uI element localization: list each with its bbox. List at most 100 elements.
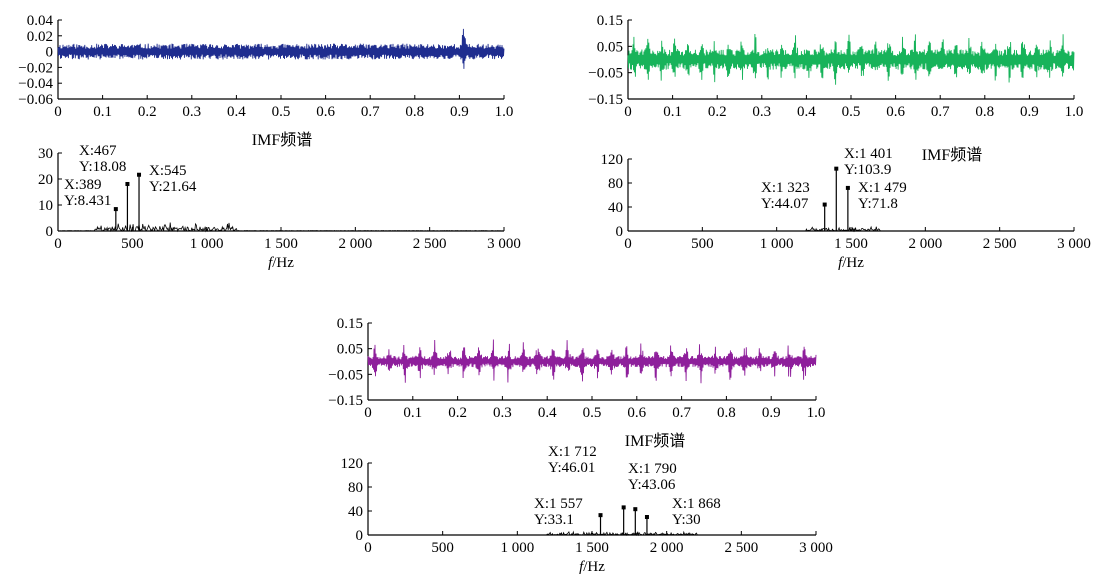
x-tick-label: 3 000	[1057, 236, 1091, 252]
y-tick-label: −0.15	[588, 92, 623, 108]
x-axis-label: f/Hz	[268, 255, 294, 271]
y-tick-label: 0	[46, 45, 54, 61]
y-tick-label: 40	[348, 504, 363, 520]
y-tick-label: −0.05	[588, 66, 623, 82]
x-tick-label: 0.2	[708, 104, 727, 120]
x-tick-label: 0.6	[316, 104, 335, 120]
x-tick-label: 0.9	[450, 104, 469, 120]
x-tick-label: 0	[624, 104, 632, 120]
y-tick-label: 0.05	[597, 39, 623, 55]
peak-marker	[834, 166, 839, 171]
peak-label-y: Y:43.06	[628, 477, 676, 493]
x-tick-label: 0	[364, 405, 372, 421]
peak-marker	[822, 202, 827, 207]
peak-label-y: Y:33.1	[534, 512, 574, 528]
x-tick-label: 0.7	[931, 104, 950, 120]
spectrum-title: IMF频谱	[252, 131, 312, 149]
y-tick-label: 120	[601, 152, 624, 168]
x-tick-label: 1 500	[264, 236, 298, 252]
y-tick-label: −0.06	[18, 92, 53, 108]
spectrum-title: IMF频谱	[625, 432, 685, 450]
x-tick-label: 0.1	[403, 405, 422, 421]
peak-marker	[621, 505, 626, 510]
peak-label-y: Y:103.9	[844, 162, 891, 178]
x-tick-label: 0.2	[448, 405, 467, 421]
x-tick-label: 0.3	[493, 405, 512, 421]
x-tick-label: 0.6	[886, 104, 905, 120]
x-tick-label: 2 500	[413, 236, 447, 252]
top-left-spectrum: 0 500 1 000 1 500 2 000 2 500 3 000 30 20 10 0 X:38…	[38, 131, 521, 271]
y-tick-label: 0.05	[337, 342, 363, 358]
y-tick-label: −0.02	[18, 60, 53, 76]
x-tick-label: 3 000	[799, 540, 833, 556]
y-tick-label: 80	[348, 480, 363, 496]
x-tick-label: 1 500	[834, 236, 868, 252]
y-tick-label: 20	[38, 172, 53, 188]
x-axis-label-var: f	[268, 255, 274, 271]
x-tick-label: 2 500	[724, 540, 758, 556]
x-tick-label: 0.9	[1020, 104, 1039, 120]
x-tick-label: 500	[431, 540, 454, 556]
x-axis-label-var: f	[579, 559, 585, 575]
x-tick-label: 1.0	[495, 104, 514, 120]
y-tick-label: −0.05	[328, 367, 363, 383]
top-left-time: 0 0.1 0.2 0.3 0.4 0.5 0.6 0.7 0.8 0.9 1.00.040.020…	[18, 13, 513, 120]
y-tick-label: 0	[616, 224, 624, 240]
y-tick-label: 80	[608, 176, 623, 192]
y-tick-label: 0	[356, 528, 364, 544]
x-axis-label: f/Hz	[579, 559, 605, 575]
y-tick-label: 0.04	[27, 13, 54, 29]
x-tick-label: 0.7	[361, 104, 380, 120]
x-axis-label: f/Hz	[838, 255, 864, 271]
x-tick-label: 0.4	[797, 104, 816, 120]
x-tick-label: 0.4	[227, 104, 246, 120]
spectrum-title: IMF频谱	[922, 146, 982, 164]
y-tick-label: 0.15	[597, 13, 623, 29]
peak-marker	[598, 513, 603, 518]
x-tick-label: 2 000	[908, 236, 942, 252]
peak-label-x: X:1 479	[858, 180, 907, 196]
x-tick-label: 1.0	[807, 405, 826, 421]
peak-label-y: Y:18.08	[79, 159, 126, 175]
x-tick-label: 0	[54, 236, 62, 252]
x-axis-label-unit: /Hz	[842, 255, 864, 271]
bottom-time: 0 0.1 0.2 0.3 0.4 0.5 0.6 0.7 0.8 0.9 1.0 0.15 0.05 −…	[328, 316, 825, 421]
x-tick-label: 1.0	[1065, 104, 1084, 120]
y-tick-label: 0.02	[27, 29, 53, 45]
spectrum-line	[367, 530, 817, 537]
peak-label-x: X:1 401	[844, 146, 893, 162]
x-tick-label: 0.5	[272, 104, 291, 120]
x-tick-label: 0.4	[538, 405, 557, 421]
x-tick-label: 500	[121, 236, 144, 252]
peak-label-x: X:1 557	[534, 496, 583, 512]
peak-marker	[113, 207, 118, 212]
y-tick-label: 120	[341, 456, 364, 472]
x-tick-label: 0.2	[138, 104, 157, 120]
signal-line	[627, 33, 1075, 85]
peak-label-y: Y:46.01	[548, 460, 595, 476]
x-tick-label: 0.5	[583, 405, 602, 421]
peak-label-y: Y:71.8	[858, 196, 898, 212]
top-right-spectrum: 0 500 1 000 1 500 2 000 2 500 3 000 120 80 40 0 X:1…	[601, 146, 1091, 271]
x-tick-label: 2 000	[650, 540, 684, 556]
y-tick-label: −0.15	[328, 393, 363, 409]
x-tick-label: 1 000	[760, 236, 794, 252]
y-tick-label: 30	[38, 146, 53, 162]
x-tick-label: 2 500	[983, 236, 1017, 252]
x-tick-label: 1 000	[500, 540, 534, 556]
x-axis-label-var: f	[838, 255, 844, 271]
x-tick-label: 0.8	[717, 405, 736, 421]
x-tick-label: 1 000	[190, 236, 224, 252]
x-tick-label: 0.7	[672, 405, 691, 421]
peak-marker	[137, 172, 142, 177]
peak-label-x: X:1 790	[628, 461, 677, 477]
x-tick-label: 1 500	[575, 540, 609, 556]
x-tick-label: 0.1	[93, 104, 112, 120]
y-tick-label: 0.15	[337, 316, 363, 332]
x-tick-label: 0.5	[842, 104, 861, 120]
peak-label-y: Y:21.64	[149, 179, 197, 195]
bottom-spectrum: 0 500 1 000 1 500 2 000 2 500 3 000 120 80 40 0 X:1…	[341, 432, 833, 575]
x-tick-label: 500	[691, 236, 714, 252]
peak-label-y: Y:8.431	[64, 193, 111, 209]
